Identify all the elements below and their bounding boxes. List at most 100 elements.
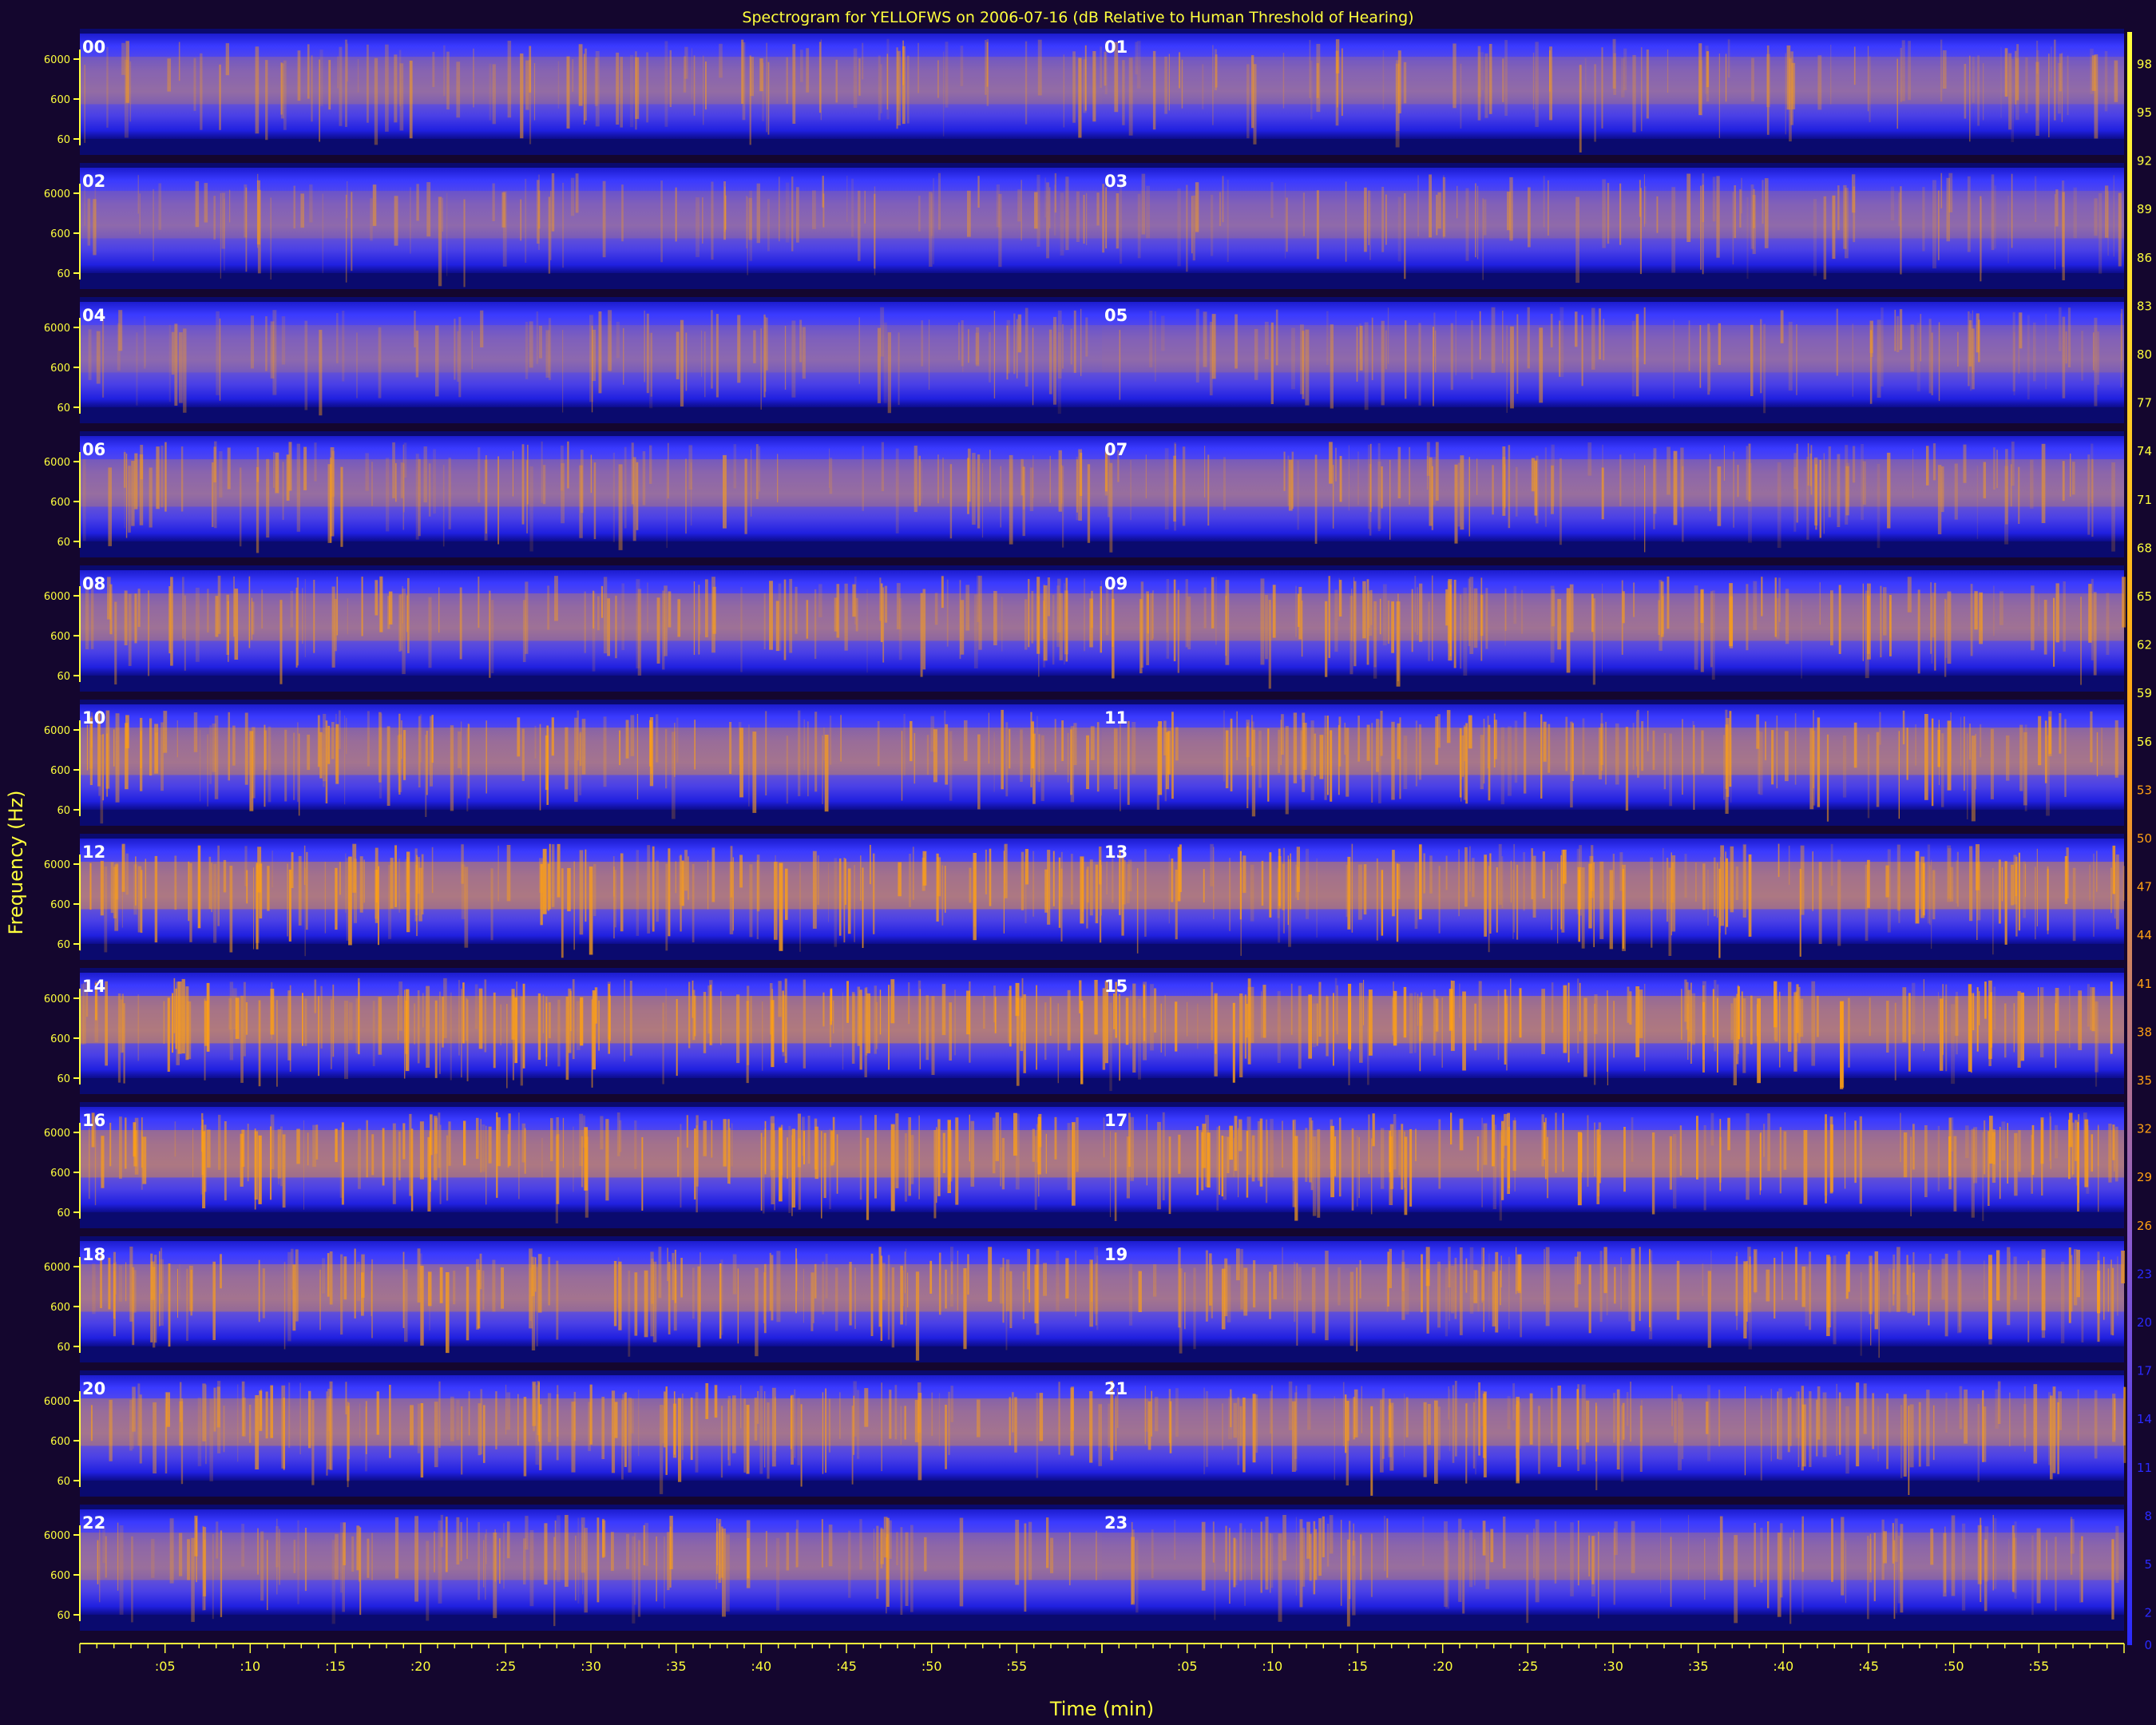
spectral-streak [828,1525,833,1567]
spectral-streak [125,454,128,538]
hour-energy-band [80,1533,1102,1580]
spectral-streak [1203,587,1207,629]
spectral-streak [88,329,92,380]
spectral-streak [522,983,525,1069]
spectral-streak [1435,716,1439,765]
spectral-streak [304,998,307,1046]
spectral-streak [2074,1120,2078,1161]
spectral-streak [912,847,914,900]
spectral-streak [1465,723,1468,804]
spectral-streak [1049,455,1051,503]
colorbar-tick-label: 86 [2137,251,2152,265]
spectral-streak [1378,719,1381,803]
spectral-streak [2110,981,2113,1054]
spectral-streak [1211,194,1214,256]
spectral-streak [858,58,861,96]
spectral-streak [1100,46,1104,89]
spectral-streak [1306,848,1310,919]
spectral-streak [1474,1539,1476,1586]
spectral-streak [1956,860,1958,903]
spectral-streak [1920,314,1922,362]
spectral-streak [270,1114,275,1170]
spectral-streak [330,999,332,1069]
spectral-streak [2094,54,2099,139]
spectral-streak [1287,455,1290,506]
spectral-streak [1668,867,1672,956]
spectral-streak [1700,589,1704,623]
spectral-streak [1853,722,1857,768]
spectral-streak [1092,51,1096,122]
spectral-streak [1632,723,1635,770]
colorbar-tick-label: 5 [2144,1557,2152,1572]
spectral-streak [1338,716,1342,767]
spectral-streak [293,732,295,800]
spectral-streak [1002,1258,1005,1323]
spectral-streak [1450,1112,1453,1145]
spectral-streak [1036,174,1040,247]
spectral-streak [160,1247,163,1294]
spectral-streak [148,590,150,676]
spectral-streak [1643,174,1645,227]
spectral-streak [1380,711,1383,756]
spectral-streak [900,1265,903,1325]
spectral-streak [2013,1003,2015,1053]
spectral-streak [1957,331,1959,367]
spectral-streak [549,318,552,380]
spectral-streak [1938,322,1940,402]
spectral-streak [1593,862,1595,947]
spectral-streak [1024,599,1028,650]
spectral-streak [2011,58,2015,142]
spectral-streak [1177,847,1181,902]
spectral-streak [1801,1404,1806,1467]
spectral-streak [2107,191,2109,256]
spectral-streak [1250,1529,1253,1580]
spectral-streak [356,332,358,399]
spectral-streak [96,331,101,384]
spectral-streak [555,1136,558,1223]
spectral-streak [1496,867,1498,933]
colorbar-tick-label: 20 [2137,1315,2152,1330]
spectral-streak [1474,1003,1476,1051]
spectral-streak [1032,327,1034,406]
spectral-streak [820,39,822,121]
spectral-streak [1277,991,1281,1063]
spectral-streak [1470,587,1472,639]
spectral-streak [118,1265,122,1303]
spectral-streak [219,64,221,130]
spectral-streak [1067,1123,1071,1191]
spectral-streak [2097,1271,2101,1314]
spectral-streak [1576,1389,1579,1449]
spectral-streak [1569,584,1574,632]
spectral-streak [225,43,229,76]
hour-label: 11 [1104,708,1128,728]
spectral-streak [672,1403,676,1458]
spectral-streak [173,978,176,1033]
spectral-streak [1203,311,1207,367]
spectral-streak [1587,1115,1589,1187]
spectral-streak [265,316,268,371]
spectral-streak [1490,1529,1494,1563]
spectral-streak [705,1383,709,1419]
spectral-streak [2120,313,2122,388]
spectral-streak [1116,1388,1119,1428]
spectral-streak [1192,195,1195,261]
spectral-streak [756,183,760,244]
spectral-streak [1223,457,1226,510]
spectral-streak [1052,594,1055,665]
spectral-streak [1510,978,1512,1042]
spectral-streak [1472,858,1475,898]
spectral-streak [1748,443,1751,502]
spectral-streak [847,868,851,934]
spectral-streak [492,64,496,125]
spectral-streak [891,1267,895,1348]
spectral-streak [1934,582,1936,671]
spectral-streak [1651,869,1653,948]
spectral-streak [202,1131,206,1208]
spectral-streak [1295,585,1297,637]
spectral-streak [792,44,796,125]
y-tick-label: 60 [57,1342,70,1354]
spectral-streak [1774,577,1777,637]
spectral-streak [1900,1405,1903,1478]
spectral-streak [1877,1406,1879,1461]
spectral-streak [1371,317,1373,380]
